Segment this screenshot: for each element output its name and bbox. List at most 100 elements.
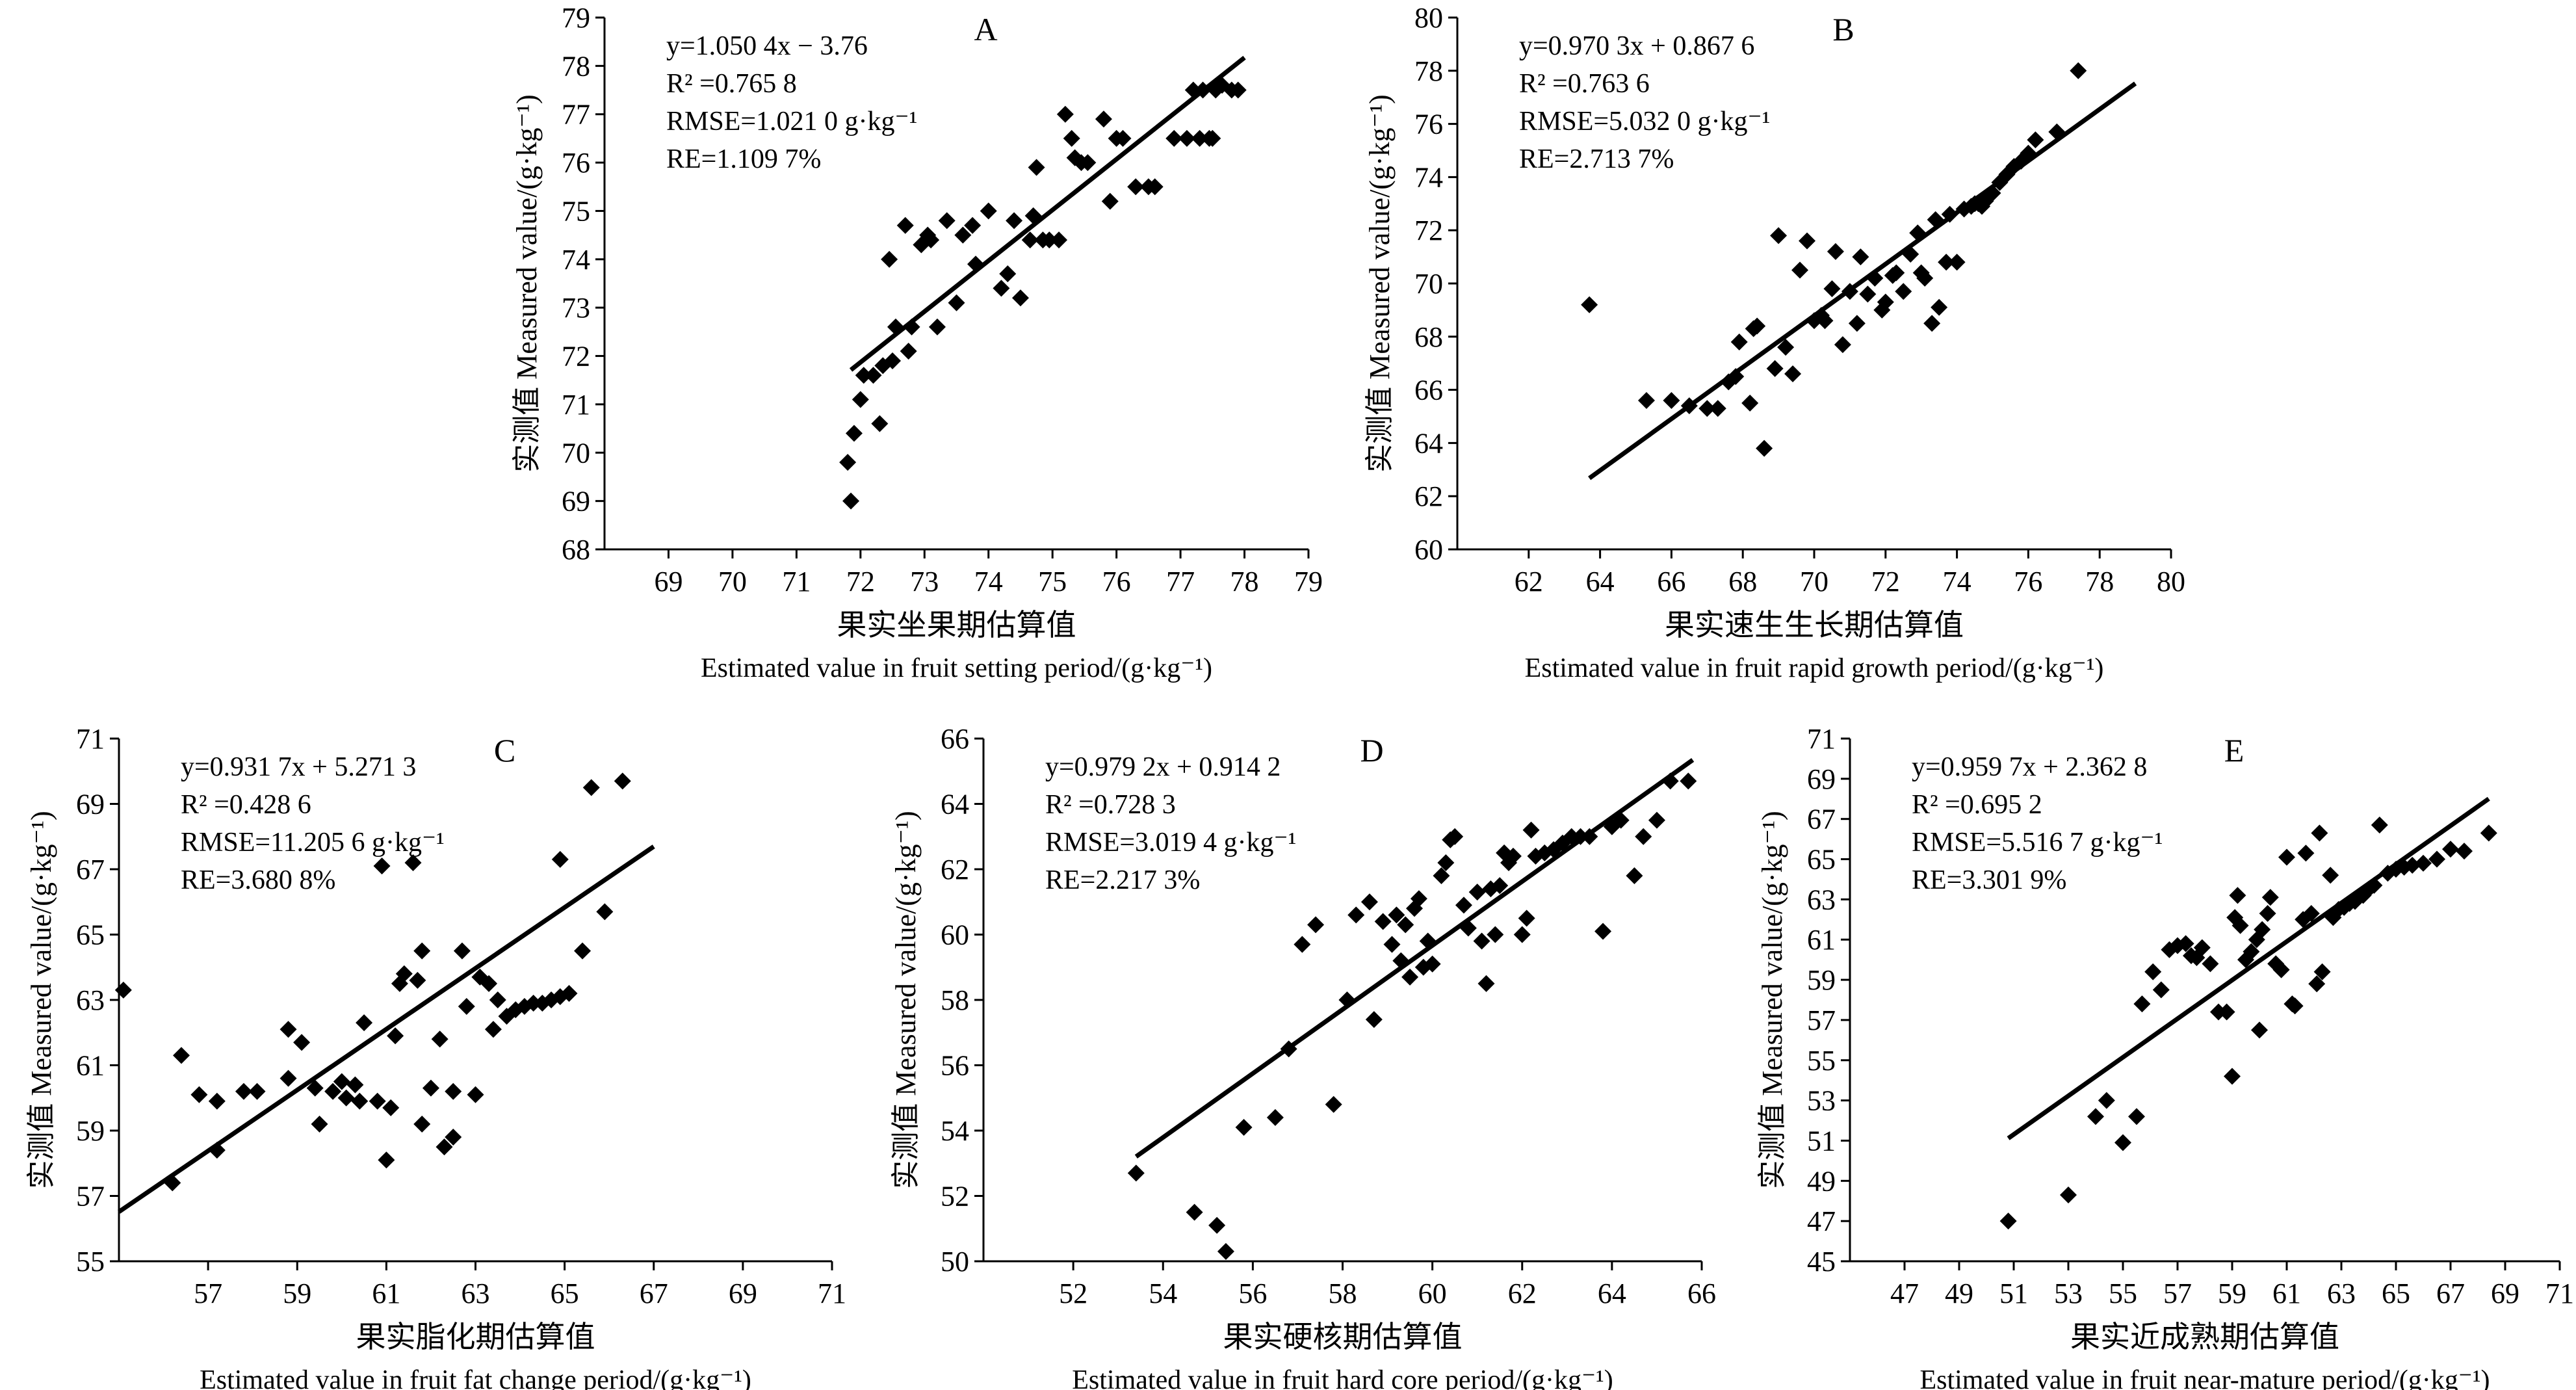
- data-point: [1487, 926, 1504, 943]
- data-point: [2278, 848, 2295, 866]
- y-tick-label: 72: [1414, 215, 1443, 246]
- panel-e: 47 49 51 53 55 57 59 61 63 65 67 69 71 45 47 49 51 53 55 57…: [1756, 723, 2574, 1390]
- y-tick-label: 69: [562, 486, 590, 518]
- data-point: [1294, 936, 1311, 953]
- data-point: [453, 942, 471, 960]
- y-tick-label: 66: [1414, 374, 1443, 406]
- data-point: [1468, 884, 1486, 901]
- data-point: [1360, 893, 1378, 911]
- x-tick-label: 55: [2109, 1278, 2137, 1309]
- x-tick-label: 62: [1515, 566, 1543, 597]
- y-tick-label: 50: [941, 1246, 969, 1278]
- rmse-value: RMSE=11.205 6 g·kg⁻¹: [181, 828, 445, 858]
- x-tick-label: 59: [283, 1278, 311, 1309]
- r-squared: R² =0.695 2: [1912, 790, 2042, 820]
- data-point: [445, 1082, 462, 1100]
- x-tick-label: 71: [782, 566, 811, 597]
- data-point: [2415, 854, 2432, 872]
- data-point: [1424, 955, 1441, 973]
- y-tick-label: 70: [562, 437, 590, 469]
- y-tick-label: 64: [941, 789, 969, 820]
- data-point: [2272, 961, 2290, 978]
- data-point: [248, 1082, 266, 1100]
- y-tick-label: 74: [562, 244, 590, 276]
- data-point: [1834, 336, 1851, 354]
- data-point: [1941, 205, 1958, 223]
- data-point: [306, 1079, 324, 1097]
- x-tick-label: 75: [1038, 566, 1067, 597]
- x-tick-label: 56: [1238, 1278, 1267, 1309]
- regression-line: [2007, 796, 2490, 1140]
- y-tick-label: 65: [76, 919, 105, 951]
- data-point: [356, 1014, 373, 1032]
- data-point: [2027, 131, 2044, 149]
- data-point: [2202, 955, 2219, 973]
- x-tick-label: 69: [729, 1278, 757, 1309]
- panel-c: 57 59 61 63 65 67 69 71 55 57 59 61 63 65 67 69 71 Cy=0.9…: [25, 723, 846, 1390]
- data-point: [614, 772, 631, 790]
- data-point: [993, 280, 1010, 297]
- data-point: [1522, 821, 1540, 839]
- data-point: [2308, 975, 2326, 993]
- panel-a: 69 70 71 72 73 74 75 76 77 78 79 68 69 70 71 72 73 74 75 76…: [511, 2, 1323, 683]
- data-point: [855, 367, 872, 384]
- data-point: [114, 981, 132, 999]
- data-point: [1184, 81, 1202, 99]
- data-point: [190, 1086, 208, 1103]
- y-tick-label: 77: [562, 99, 590, 131]
- data-point: [1028, 159, 1045, 176]
- data-point: [842, 492, 860, 510]
- x-tick-label: 69: [2491, 1278, 2519, 1309]
- data-point: [560, 984, 578, 1002]
- data-point: [458, 998, 475, 1016]
- y-tick-label: 68: [562, 534, 590, 566]
- data-point: [1079, 154, 1097, 172]
- y-tick-label: 72: [562, 341, 590, 373]
- rmse-value: RMSE=3.019 4 g·kg⁻¹: [1045, 828, 1296, 858]
- data-point: [1388, 906, 1405, 924]
- y-tick-label: 69: [76, 789, 105, 820]
- data-point: [2311, 824, 2328, 842]
- data-point: [1581, 296, 1598, 313]
- x-tick-label: 80: [2157, 566, 2185, 597]
- data-point: [2251, 1021, 2268, 1039]
- data-point: [1446, 828, 1464, 845]
- data-point: [1923, 315, 1941, 332]
- y-tick-label: 61: [1807, 924, 1836, 956]
- y-tick-label: 62: [1414, 480, 1443, 512]
- y-tick-label: 79: [562, 2, 590, 34]
- data-point: [1909, 224, 1927, 242]
- x-tick-label: 76: [2014, 566, 2042, 597]
- x-tick-label: 65: [2382, 1278, 2410, 1309]
- y-axis-title: 实测值 Measured value/(g·kg⁻¹): [890, 811, 922, 1188]
- data-point: [172, 1047, 190, 1064]
- re-value: RE=3.680 8%: [181, 865, 335, 895]
- x-tick-label: 70: [1800, 566, 1828, 597]
- data-point: [887, 318, 904, 335]
- x-tick-label: 49: [1945, 1278, 1973, 1309]
- data-point: [1338, 991, 1356, 1008]
- data-point: [2365, 876, 2383, 894]
- x-axis-title-cn: 果实坐果期估算值: [837, 609, 1076, 642]
- data-point: [1050, 231, 1068, 249]
- data-point: [2224, 1068, 2241, 1085]
- data-point: [1307, 916, 1325, 934]
- y-tick-label: 55: [1807, 1045, 1836, 1077]
- data-point: [884, 352, 902, 369]
- data-point: [1229, 81, 1247, 99]
- data-point: [896, 216, 914, 234]
- x-tick-label: 74: [974, 566, 1003, 597]
- y-tick-label: 71: [1807, 723, 1836, 755]
- x-tick-label: 59: [2218, 1278, 2246, 1309]
- x-tick-label: 63: [462, 1278, 490, 1309]
- x-tick-label: 58: [1329, 1278, 1357, 1309]
- data-point: [900, 343, 917, 360]
- data-point: [1006, 212, 1023, 229]
- data-point: [280, 1021, 297, 1038]
- data-point: [1841, 283, 1858, 300]
- data-point: [431, 1030, 449, 1048]
- data-point: [2243, 943, 2260, 960]
- data-point: [2259, 905, 2276, 923]
- data-point: [839, 454, 857, 471]
- x-tick-label: 57: [2163, 1278, 2192, 1309]
